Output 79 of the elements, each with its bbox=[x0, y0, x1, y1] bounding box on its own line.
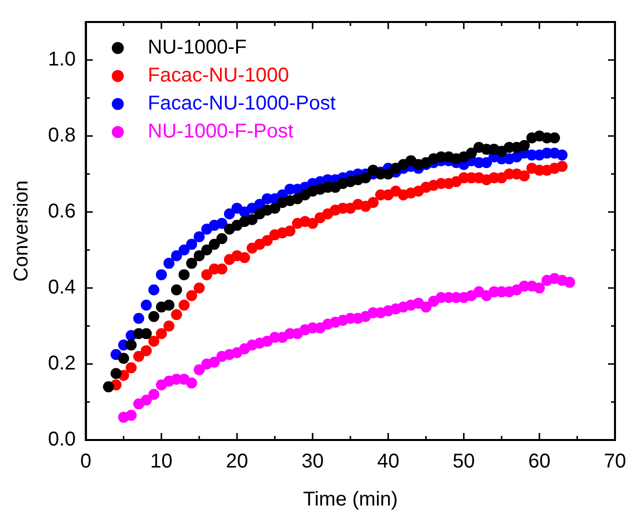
point bbox=[118, 352, 130, 364]
point bbox=[246, 214, 258, 226]
point bbox=[201, 244, 212, 256]
point bbox=[239, 252, 250, 264]
y-tick-label: 1.0 bbox=[48, 48, 76, 71]
point bbox=[156, 328, 167, 340]
point bbox=[133, 350, 144, 362]
point bbox=[102, 381, 114, 392]
point bbox=[171, 250, 182, 262]
point bbox=[556, 160, 568, 172]
point bbox=[224, 208, 235, 220]
point bbox=[284, 226, 296, 236]
point bbox=[126, 362, 137, 374]
point bbox=[178, 300, 190, 311]
point bbox=[307, 218, 318, 229]
point bbox=[148, 336, 160, 347]
point bbox=[163, 258, 174, 269]
point bbox=[201, 269, 212, 280]
point bbox=[208, 238, 220, 250]
point bbox=[194, 364, 205, 376]
point bbox=[186, 378, 198, 388]
point bbox=[518, 140, 530, 151]
point bbox=[360, 172, 372, 184]
point bbox=[549, 132, 560, 144]
legend-label: NU-1000-F-Post bbox=[148, 120, 294, 143]
point bbox=[148, 388, 160, 400]
point bbox=[534, 282, 545, 294]
point bbox=[156, 269, 167, 280]
point bbox=[178, 244, 190, 256]
x-tick-label: 20 bbox=[226, 450, 248, 473]
y-axis-title: Conversion bbox=[10, 180, 33, 282]
x-tick-label: 70 bbox=[604, 450, 626, 473]
point bbox=[194, 231, 205, 242]
point bbox=[148, 311, 160, 322]
x-tick-label: 40 bbox=[377, 450, 400, 473]
point bbox=[186, 258, 198, 269]
x-tick-label: 10 bbox=[150, 450, 173, 473]
point bbox=[208, 356, 220, 368]
point bbox=[216, 233, 228, 244]
point bbox=[518, 170, 530, 182]
x-tick-label: 0 bbox=[80, 450, 92, 473]
y-tick-label: 0.6 bbox=[48, 200, 76, 223]
x-tick-label: 30 bbox=[301, 450, 324, 473]
x-tick-label: 50 bbox=[452, 450, 475, 473]
point bbox=[420, 302, 432, 312]
point bbox=[564, 276, 576, 288]
point bbox=[148, 284, 160, 296]
point bbox=[194, 282, 205, 294]
point bbox=[262, 235, 273, 246]
point bbox=[110, 368, 122, 379]
point bbox=[368, 197, 379, 208]
point bbox=[171, 309, 182, 320]
point bbox=[171, 284, 182, 296]
point bbox=[382, 168, 394, 180]
point bbox=[140, 300, 152, 311]
point bbox=[194, 250, 205, 262]
point bbox=[126, 410, 137, 421]
point bbox=[556, 150, 568, 160]
point bbox=[163, 300, 174, 311]
point bbox=[186, 290, 198, 302]
x-tick-label: 60 bbox=[528, 450, 551, 473]
legend-label: NU-1000-F bbox=[148, 36, 247, 59]
legend-label: Facac-NU-1000-Post bbox=[148, 92, 336, 115]
x-axis-title: Time (min) bbox=[302, 488, 398, 511]
point bbox=[140, 345, 152, 356]
point bbox=[133, 312, 144, 324]
point bbox=[186, 238, 198, 250]
point bbox=[216, 218, 228, 229]
point bbox=[178, 269, 190, 280]
point bbox=[140, 394, 152, 406]
y-tick-label: 0.0 bbox=[48, 428, 76, 451]
point bbox=[466, 148, 477, 159]
point bbox=[126, 340, 137, 350]
point bbox=[163, 320, 174, 332]
point bbox=[269, 202, 280, 214]
legend-label: Facac-NU-1000 bbox=[148, 64, 289, 87]
y-tick-label: 0.2 bbox=[48, 352, 76, 375]
y-tick-label: 0.4 bbox=[48, 276, 76, 299]
y-tick-label: 0.8 bbox=[48, 124, 76, 147]
